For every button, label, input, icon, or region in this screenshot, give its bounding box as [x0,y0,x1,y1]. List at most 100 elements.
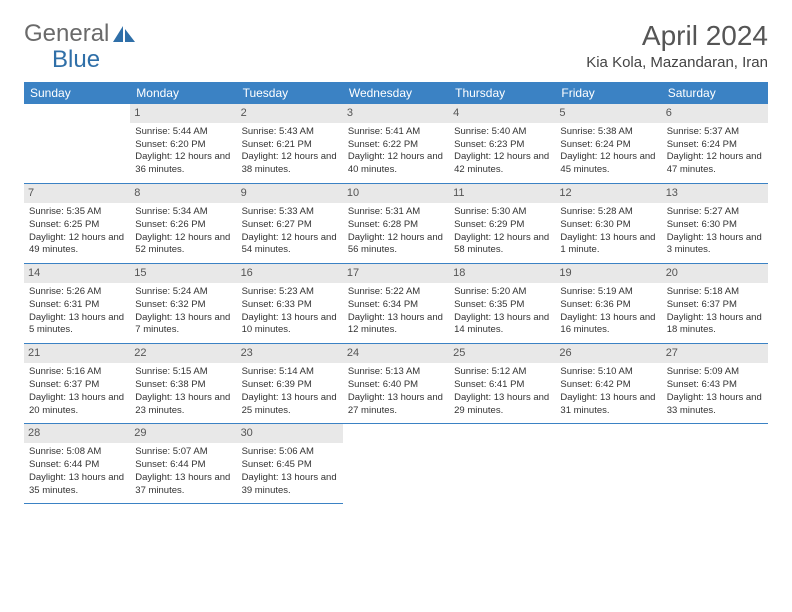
sunset-line: Sunset: 6:31 PM [29,299,125,312]
sunset-line: Sunset: 6:27 PM [242,219,338,232]
day-number: 1 [130,104,236,123]
daylight-line: Daylight: 12 hours and 40 minutes. [348,151,444,177]
sunset-line: Sunset: 6:30 PM [667,219,763,232]
sunrise-line: Sunrise: 5:23 AM [242,286,338,299]
sunrise-line: Sunrise: 5:40 AM [454,126,550,139]
calendar-cell: 20Sunrise: 5:18 AMSunset: 6:37 PMDayligh… [662,264,768,344]
sunset-line: Sunset: 6:24 PM [667,139,763,152]
sunrise-line: Sunrise: 5:37 AM [667,126,763,139]
daylight-line: Daylight: 12 hours and 36 minutes. [135,151,231,177]
sunrise-line: Sunrise: 5:18 AM [667,286,763,299]
day-number: 30 [237,424,343,443]
calendar-cell: 27Sunrise: 5:09 AMSunset: 6:43 PMDayligh… [662,344,768,424]
sunset-line: Sunset: 6:33 PM [242,299,338,312]
calendar-cell [24,104,130,184]
day-number: 26 [555,344,661,363]
logo: General Blue [24,20,144,74]
day-number: 23 [237,344,343,363]
daylight-line: Daylight: 13 hours and 5 minutes. [29,312,125,338]
daylight-line: Daylight: 13 hours and 7 minutes. [135,312,231,338]
sunset-line: Sunset: 6:43 PM [667,379,763,392]
calendar-cell: 22Sunrise: 5:15 AMSunset: 6:38 PMDayligh… [130,344,236,424]
day-number: 13 [662,184,768,203]
calendar-cell: 23Sunrise: 5:14 AMSunset: 6:39 PMDayligh… [237,344,343,424]
day-number: 24 [343,344,449,363]
sunrise-line: Sunrise: 5:43 AM [242,126,338,139]
day-number: 18 [449,264,555,283]
day-number: 17 [343,264,449,283]
calendar-cell: 19Sunrise: 5:19 AMSunset: 6:36 PMDayligh… [555,264,661,344]
calendar-cell: 14Sunrise: 5:26 AMSunset: 6:31 PMDayligh… [24,264,130,344]
calendar-cell: 6 Sunrise: 5:37 AMSunset: 6:24 PMDaylight… [662,104,768,184]
daylight-line: Daylight: 12 hours and 58 minutes. [454,232,550,258]
daylight-line: Daylight: 13 hours and 14 minutes. [454,312,550,338]
sunset-line: Sunset: 6:28 PM [348,219,444,232]
sunset-line: Sunset: 6:44 PM [135,459,231,472]
sunrise-line: Sunrise: 5:34 AM [135,206,231,219]
weekday-header: Tuesday [237,82,343,104]
day-number: 8 [130,184,236,203]
day-number: 9 [237,184,343,203]
sunrise-line: Sunrise: 5:13 AM [348,366,444,379]
day-number: 28 [24,424,130,443]
calendar-table: SundayMondayTuesdayWednesdayThursdayFrid… [24,82,768,504]
sunset-line: Sunset: 6:34 PM [348,299,444,312]
calendar-cell [343,424,449,504]
daylight-line: Daylight: 13 hours and 29 minutes. [454,392,550,418]
day-number: 19 [555,264,661,283]
sunrise-line: Sunrise: 5:07 AM [135,446,231,459]
calendar-cell: 12Sunrise: 5:28 AMSunset: 6:30 PMDayligh… [555,184,661,264]
daylight-line: Daylight: 13 hours and 39 minutes. [242,472,338,498]
sunrise-line: Sunrise: 5:14 AM [242,366,338,379]
sunrise-line: Sunrise: 5:08 AM [29,446,125,459]
daylight-line: Daylight: 13 hours and 27 minutes. [348,392,444,418]
day-number: 12 [555,184,661,203]
calendar-cell: 17 Sunrise: 5:22 AMSunset: 6:34 PMDayligh… [343,264,449,344]
daylight-line: Daylight: 12 hours and 45 minutes. [560,151,656,177]
sunset-line: Sunset: 6:42 PM [560,379,656,392]
month-title: April 2024 [586,20,768,52]
day-number: 15 [130,264,236,283]
calendar-cell: 18Sunrise: 5:20 AMSunset: 6:35 PMDayligh… [449,264,555,344]
day-number: 10 [343,184,449,203]
daylight-line: Daylight: 13 hours and 31 minutes. [560,392,656,418]
daylight-line: Daylight: 13 hours and 25 minutes. [242,392,338,418]
weekday-header: Wednesday [343,82,449,104]
weekday-header: Sunday [24,82,130,104]
daylight-line: Daylight: 13 hours and 10 minutes. [242,312,338,338]
day-number: 4 [449,104,555,123]
day-number: 27 [662,344,768,363]
logo-sail-icon [113,26,135,42]
sunrise-line: Sunrise: 5:38 AM [560,126,656,139]
sunrise-line: Sunrise: 5:22 AM [348,286,444,299]
sunrise-line: Sunrise: 5:15 AM [135,366,231,379]
sunset-line: Sunset: 6:37 PM [29,379,125,392]
calendar-cell: 1Sunrise: 5:44 AMSunset: 6:20 PMDaylight… [130,104,236,184]
day-number: 5 [555,104,661,123]
day-number: 21 [24,344,130,363]
daylight-line: Daylight: 12 hours and 54 minutes. [242,232,338,258]
day-number: 2 [237,104,343,123]
sunset-line: Sunset: 6:36 PM [560,299,656,312]
calendar-cell: 5Sunrise: 5:38 AMSunset: 6:24 PMDaylight… [555,104,661,184]
sunset-line: Sunset: 6:20 PM [135,139,231,152]
calendar-cell: 4Sunrise: 5:40 AMSunset: 6:23 PMDaylight… [449,104,555,184]
calendar-cell [555,424,661,504]
day-number: 29 [130,424,236,443]
logo-text-2: Blue [52,46,100,74]
daylight-line: Daylight: 13 hours and 37 minutes. [135,472,231,498]
day-number: 22 [130,344,236,363]
day-number: 6 [662,104,768,123]
sunrise-line: Sunrise: 5:26 AM [29,286,125,299]
daylight-line: Daylight: 13 hours and 12 minutes. [348,312,444,338]
sunrise-line: Sunrise: 5:10 AM [560,366,656,379]
weekday-header: Thursday [449,82,555,104]
daylight-line: Daylight: 12 hours and 47 minutes. [667,151,763,177]
sunrise-line: Sunrise: 5:12 AM [454,366,550,379]
daylight-line: Daylight: 12 hours and 56 minutes. [348,232,444,258]
sunrise-line: Sunrise: 5:24 AM [135,286,231,299]
sunrise-line: Sunrise: 5:06 AM [242,446,338,459]
calendar-cell: 29 Sunrise: 5:07 AMSunset: 6:44 PMDayligh… [130,424,236,504]
location: Kia Kola, Mazandaran, Iran [586,54,768,71]
sunrise-line: Sunrise: 5:09 AM [667,366,763,379]
